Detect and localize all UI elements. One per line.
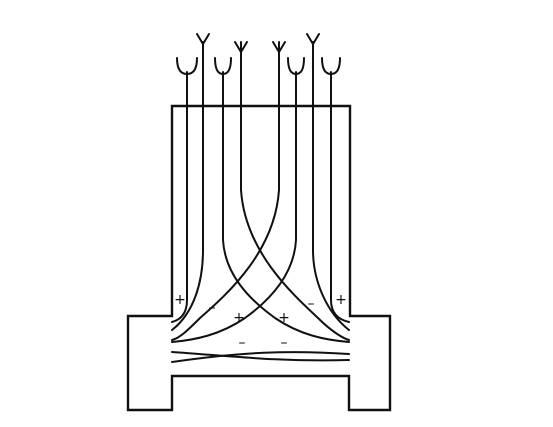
fiber-9 (171, 351, 350, 362)
cup-terminal-3 (287, 57, 305, 76)
fiber-3 (222, 71, 350, 343)
fiber-2 (171, 41, 204, 331)
charge-plus-inner-left: + (233, 310, 245, 326)
cup-terminal-1 (176, 57, 198, 76)
fiber-5 (171, 41, 280, 341)
charge-minus-right: – (308, 296, 315, 312)
charge-minus-lower-right: – (281, 335, 288, 351)
fiber-7 (312, 41, 350, 331)
fiber-8 (330, 71, 350, 323)
fork-terminal-3 (272, 41, 286, 54)
fiber-10 (171, 351, 350, 363)
cup-terminal-4 (321, 57, 341, 76)
charge-plus-inner-right: + (278, 310, 290, 326)
fork-terminals (196, 33, 320, 54)
charge-minus-lower-left: – (239, 335, 246, 351)
charge-plus-outer-left: + (174, 292, 186, 308)
fiber-1 (171, 71, 188, 323)
fork-terminal-1 (196, 33, 210, 46)
fiber-4 (240, 41, 350, 341)
cup-terminals (176, 57, 341, 76)
charge-minus-left: – (209, 300, 216, 316)
fiber-bundle (171, 41, 350, 363)
fiber-6 (171, 71, 297, 343)
charge-plus-outer-right: + (335, 292, 347, 308)
apparatus-outline (126, 104, 392, 412)
cup-terminal-2 (214, 57, 232, 76)
fork-terminal-4 (306, 33, 320, 46)
fork-terminal-2 (234, 41, 248, 54)
